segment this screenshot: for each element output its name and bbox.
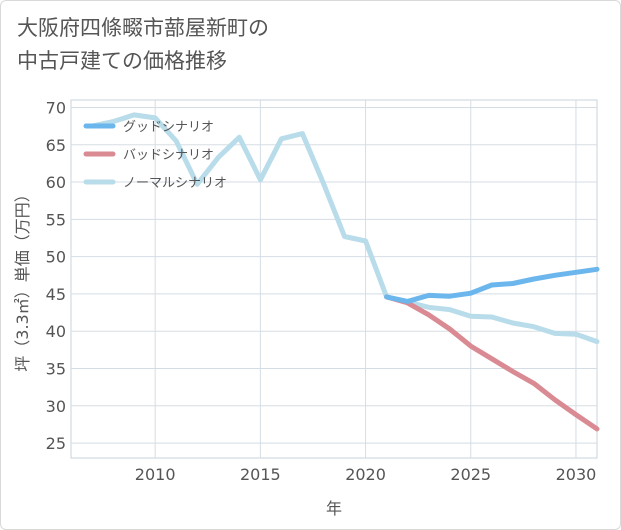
grid-lines (70, 99, 598, 459)
chart-title-line-2: 中古戸建ての価格推移 (17, 49, 227, 73)
y-tick-label: 30 (46, 397, 66, 416)
x-tick-label: 2010 (135, 465, 176, 484)
y-tick-label: 50 (46, 248, 66, 267)
y-tick-label: 35 (46, 360, 66, 379)
y-tick-label: 65 (46, 136, 66, 155)
legend-label: バッドシナリオ (123, 148, 214, 163)
series-line-2 (384, 294, 600, 432)
x-tick-label: 2030 (556, 465, 597, 484)
legend-label: グッドシナリオ (123, 120, 214, 135)
x-tick-label: 2015 (240, 465, 281, 484)
x-tick-label: 2020 (345, 465, 386, 484)
y-tick-label: 45 (46, 285, 66, 304)
y-tick-label: 60 (46, 173, 66, 192)
series-line-3 (89, 112, 600, 345)
series-lines (89, 112, 600, 432)
chart-title-line-1: 大阪府四條畷市蔀屋新町の (17, 16, 269, 40)
y-tick-label: 70 (46, 98, 66, 117)
y-axis-label: 坪（3.3㎡）単価（万円） (13, 186, 32, 371)
x-axis-label: 年 (326, 499, 342, 518)
y-tick-label: 55 (46, 210, 66, 229)
legend-label: ノーマルシナリオ (123, 176, 227, 191)
chart-title: 大阪府四條畷市蔀屋新町の 中古戸建ての価格推移 (17, 12, 269, 78)
x-tick-label: 2025 (450, 465, 491, 484)
series-line-1 (384, 266, 600, 304)
y-tick-label: 25 (46, 434, 66, 453)
tick-labels: 25 30 35 40 45 50 55 60 65 70 2010 2015 2020 2025 2030 (46, 98, 597, 484)
y-tick-label: 40 (46, 322, 66, 341)
plot-border (70, 99, 598, 459)
